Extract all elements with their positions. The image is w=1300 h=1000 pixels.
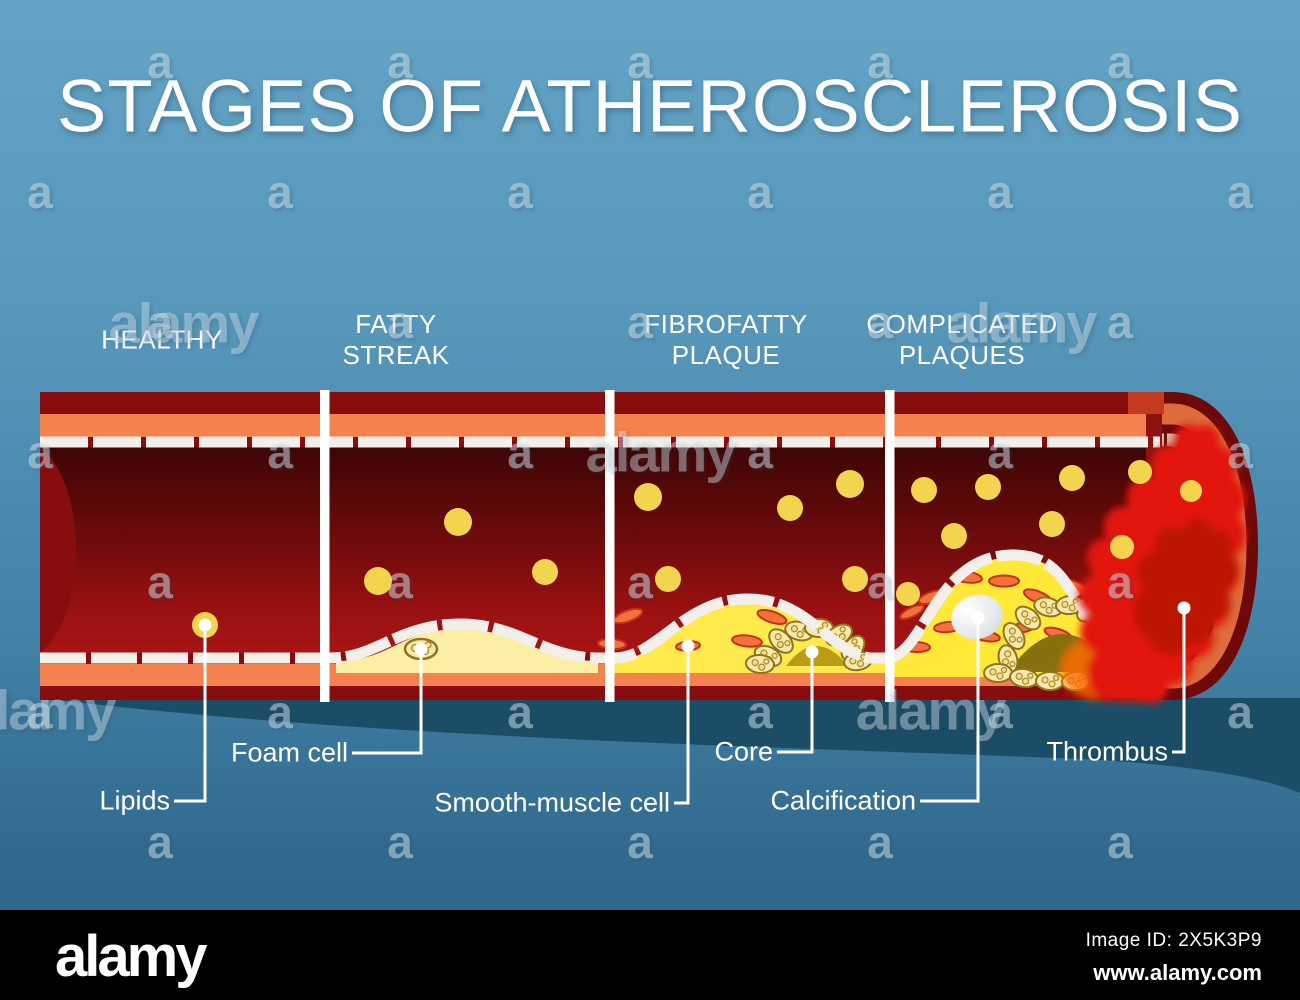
thrombus-flame xyxy=(1060,424,1246,704)
lipid-dot xyxy=(1128,460,1152,484)
footer-bar: alamy Image ID: 2X5K3P9 www.alamy.com xyxy=(0,910,1300,1000)
lipid-dot xyxy=(1180,480,1202,502)
alamy-logo: alamy xyxy=(55,924,207,989)
lipid-dot xyxy=(444,508,472,536)
lipid-dot xyxy=(941,523,967,549)
image-id: Image ID: 2X5K3P9 xyxy=(1085,930,1262,951)
lipid-dot xyxy=(634,483,662,511)
lipid-dot xyxy=(777,495,803,521)
leader-lines xyxy=(174,612,1186,805)
annotation-core: Core xyxy=(714,736,773,767)
thrombus-leader-line xyxy=(1172,612,1186,754)
stage-label-healthy: HEALTHY xyxy=(101,324,223,355)
lumen xyxy=(40,447,1152,653)
lipid-dots xyxy=(192,460,1202,638)
fatty-streak xyxy=(336,628,598,673)
vessel-shadow xyxy=(40,698,1300,793)
annotation-lipids: Lipids xyxy=(99,785,170,816)
core-leader-line xyxy=(777,656,814,754)
lipid-dot xyxy=(1110,535,1134,559)
annotation-smooth-muscle-cell: Smooth-muscle cell xyxy=(434,787,670,818)
lipids-leader-line xyxy=(174,630,207,803)
lipid-dot xyxy=(532,559,558,585)
lipid-dot xyxy=(1059,465,1085,491)
lipid-dot xyxy=(364,567,392,595)
section-dividers xyxy=(320,390,895,702)
annotation-thrombus: Thrombus xyxy=(1046,736,1168,767)
section-divider xyxy=(885,390,895,702)
annotation-foam-cell: Foam cell xyxy=(230,737,348,768)
lipid-dot xyxy=(975,474,1001,500)
lipid-dot xyxy=(842,566,868,592)
cut-face-top xyxy=(1128,392,1164,414)
media-band-top xyxy=(40,414,1152,437)
page-title: STAGES OF ATHEROSCLEROSIS xyxy=(57,64,1243,148)
smooth-muscle-leader-line xyxy=(674,650,690,805)
annotation-calcification: Calcification xyxy=(770,785,916,816)
stage-label-complicated-plaques: COMPLICATED PLAQUES xyxy=(866,309,1058,370)
lipid-dot xyxy=(655,566,681,592)
website-url: www.alamy.com xyxy=(1093,960,1262,985)
stage-label-fatty-streak: FATTY STREAK xyxy=(342,309,450,370)
foam-cell-leader-line xyxy=(352,654,423,755)
lipid-dot xyxy=(1039,511,1065,537)
section-divider xyxy=(605,390,615,702)
leader-dots xyxy=(198,601,1191,659)
lipid-dot xyxy=(911,477,937,503)
calcification-leader-line xyxy=(920,622,980,803)
stage-label-fibrofatty-plaque: FIBROFATTY PLAQUE xyxy=(644,309,808,370)
footer-info: Image ID: 2X5K3P9 www.alamy.com xyxy=(1086,930,1262,986)
section-divider xyxy=(320,390,330,702)
lipid-dot xyxy=(836,470,864,498)
lipid-dot xyxy=(896,582,920,606)
